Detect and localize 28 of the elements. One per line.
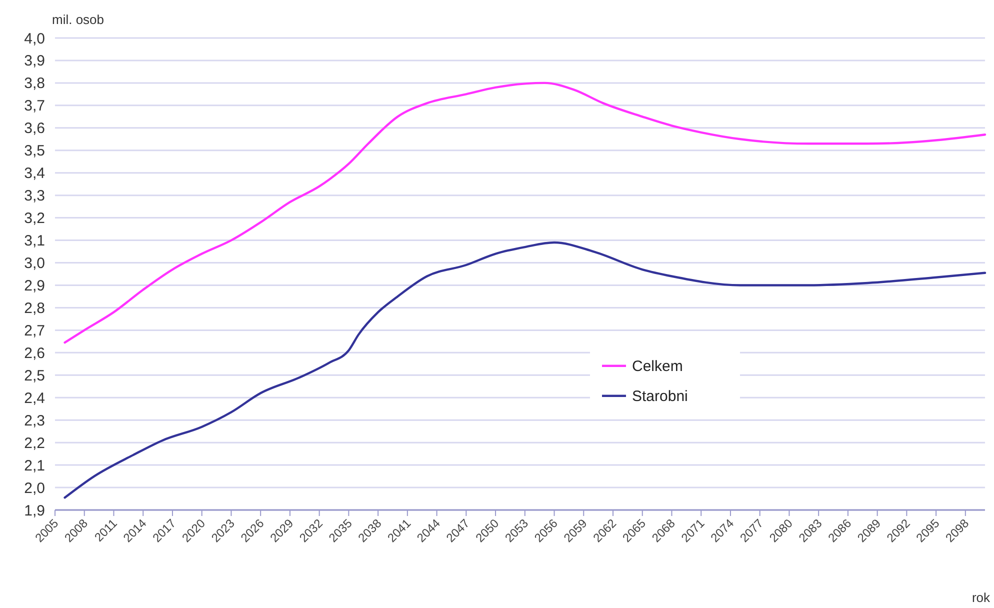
y-tick-label: 2,6	[24, 344, 45, 362]
x-axis-title: rok	[972, 590, 990, 605]
y-tick-label: 2,4	[24, 390, 45, 407]
y-tick-label: 2,9	[24, 277, 45, 294]
y-tick-label: 3,3	[24, 188, 45, 205]
y-tick-label: 3,8	[24, 75, 45, 92]
y-tick-label: 3,2	[24, 210, 45, 228]
y-tick-label: 3,9	[24, 52, 45, 70]
y-tick-label: 3,6	[24, 120, 45, 138]
legend-label: Celkem	[632, 358, 683, 376]
line-series	[64, 241, 986, 499]
y-tick-label: 1,9	[24, 502, 45, 520]
y-tick-label: 3,1	[24, 232, 45, 250]
y-tick-label: 3,0	[24, 255, 45, 272]
line-series	[64, 82, 986, 344]
y-tick-label: 3,4	[24, 165, 45, 182]
y-tick-label: 2,0	[24, 480, 45, 497]
y-tick-label: 4,0	[24, 30, 45, 48]
y-tick-label: 2,8	[24, 300, 45, 317]
y-tick-label: 2,1	[24, 457, 45, 474]
legend-label: Starobni	[632, 388, 688, 406]
y-tick-label: 2,3	[24, 412, 45, 430]
y-tick-label: 2,2	[24, 434, 45, 452]
y-axis-title: mil. osob	[52, 12, 104, 27]
y-tick-label: 3,7	[24, 98, 45, 115]
y-tick-label: 2,5	[24, 367, 45, 384]
y-tick-label: 2,7	[24, 322, 45, 340]
y-tick-label: 3,5	[24, 142, 45, 160]
